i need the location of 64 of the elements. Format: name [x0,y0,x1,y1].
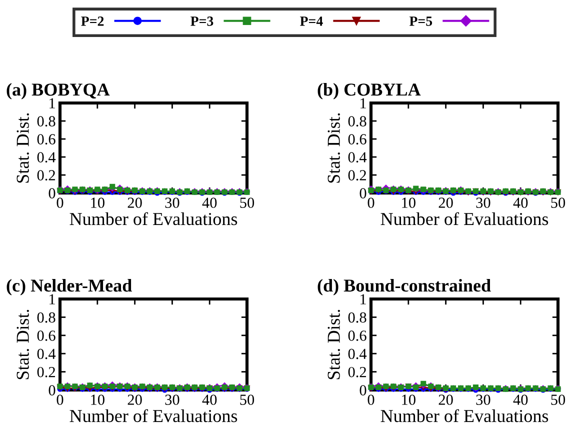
x-tick-label: 10 [402,198,416,208]
x-tick-label: 30 [165,198,180,208]
y-tick-label: 0.8 [348,312,366,323]
x-tick-label: 10 [91,198,104,208]
x-tick-label: 0 [368,198,374,208]
y-tick-label: 0.4 [348,348,367,360]
y-tick-label: 0.2 [348,170,366,181]
y-tick-label: 0 [48,188,56,198]
y-tick-label: 0.2 [37,366,55,378]
x-tick-label: 0 [56,394,64,405]
x-tick-label: 20 [128,198,142,208]
y-tick-label: 0 [360,188,366,198]
y-tick-label: 0.8 [37,312,56,323]
y-axis-title: Stat. Dist. [328,310,340,380]
y-tick-label: 0.2 [37,170,55,181]
y-tick-label: 1 [50,294,55,304]
chart-title: (a) BOBYQA [6,83,110,100]
y-tick-label: 0.6 [37,330,56,341]
x-tick-label: 40 [202,394,217,405]
x-tick-label: 30 [476,394,490,405]
x-tick-label: 10 [402,394,416,405]
x-tick-label: 40 [513,394,528,405]
y-tick-label: 0 [48,385,56,396]
y-tick-label: 0.2 [348,366,366,378]
x-tick-label: 50 [551,394,566,405]
y-tick-label: 0.4 [37,348,56,360]
x-tick-label: 20 [438,198,453,208]
y-tick-label: 0.4 [37,152,56,163]
y-axis-title: Stat. Dist. [16,113,29,183]
legend-label: P=2 [81,16,104,26]
x-tick-label: 30 [476,198,490,208]
y-tick-label: 1 [360,98,366,108]
y-tick-label: 0 [360,385,366,396]
x-tick-label: 30 [165,394,180,405]
x-tick-label: 10 [91,394,104,405]
x-tick-label: 50 [240,198,254,208]
x-axis-title: Number of Evaluations [380,212,548,226]
chart-title: (b) COBYLA [318,83,421,100]
x-tick-label: 0 [56,198,64,208]
y-tick-label: 0.6 [348,134,366,145]
y-tick-label: 0.8 [37,116,56,127]
x-tick-label: 0 [368,394,374,405]
y-tick-label: 0.8 [348,116,366,127]
chart-title: (c) Nelder-Mead [6,278,132,296]
y-axis-title: Stat. Dist. [16,310,29,380]
x-tick-label: 40 [513,198,528,208]
legend-label: P=5 [409,16,432,26]
x-tick-label: 20 [128,394,142,405]
x-tick-label: 50 [240,394,254,405]
x-tick-label: 40 [202,198,217,208]
chart-title: (d) Bound-constrained [318,278,491,296]
legend-label: P=3 [190,16,214,26]
y-tick-label: 0.6 [37,134,56,145]
y-tick-label: 0.6 [348,330,366,341]
x-axis-title: Number of Evaluations [380,409,548,422]
x-tick-label: 20 [438,394,453,405]
x-tick-label: 50 [551,198,566,208]
y-axis-title: Stat. Dist. [328,113,340,183]
y-tick-label: 1 [50,98,55,108]
y-tick-label: 1 [360,294,366,304]
legend-label: P=4 [300,16,323,26]
x-axis-title: Number of Evaluations [70,212,238,226]
y-tick-label: 0.4 [348,152,367,163]
x-axis-title: Number of Evaluations [70,409,238,422]
